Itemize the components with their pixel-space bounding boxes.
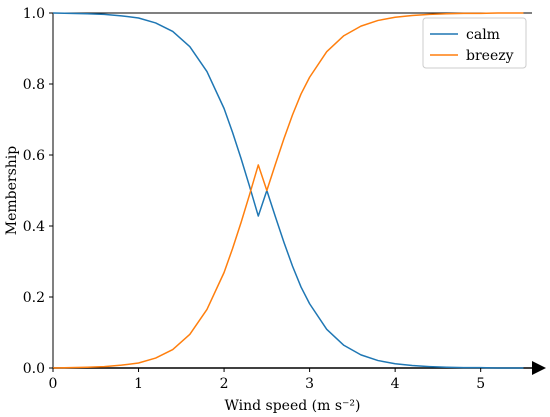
x-tick-label: 5 xyxy=(476,376,485,392)
legend-label-breezy: breezy xyxy=(466,48,514,64)
x-tick-label: 3 xyxy=(305,376,314,392)
series-line-calm xyxy=(52,12,524,369)
x-tick-label: 1 xyxy=(134,376,143,392)
x-tick-label: 0 xyxy=(49,376,58,392)
y-tick-label: 1.0 xyxy=(23,6,45,22)
legend-label-calm: calm xyxy=(466,27,500,43)
x-tick-label: 2 xyxy=(220,376,229,392)
legend: calm breezy xyxy=(422,17,527,69)
y-tick-label: 0.6 xyxy=(23,148,45,164)
x-axis-arrow-icon xyxy=(532,361,546,375)
y-tick-label: 0.4 xyxy=(23,219,45,235)
plot-area xyxy=(52,12,546,375)
y-tick-label: 0.8 xyxy=(23,77,45,93)
y-axis-label: Membership xyxy=(4,146,20,236)
y-tick-label: 0.0 xyxy=(23,361,45,377)
series-line-breezy xyxy=(52,12,524,369)
x-tick-label: 4 xyxy=(391,376,400,392)
axis-ticks: 0 1 2 3 4 5 0.0 0.2 0.4 0.6 0.8 1.0 xyxy=(23,6,485,392)
y-tick-label: 0.2 xyxy=(23,290,45,306)
x-axis-label: Wind speed (m s⁻²) xyxy=(224,398,360,414)
